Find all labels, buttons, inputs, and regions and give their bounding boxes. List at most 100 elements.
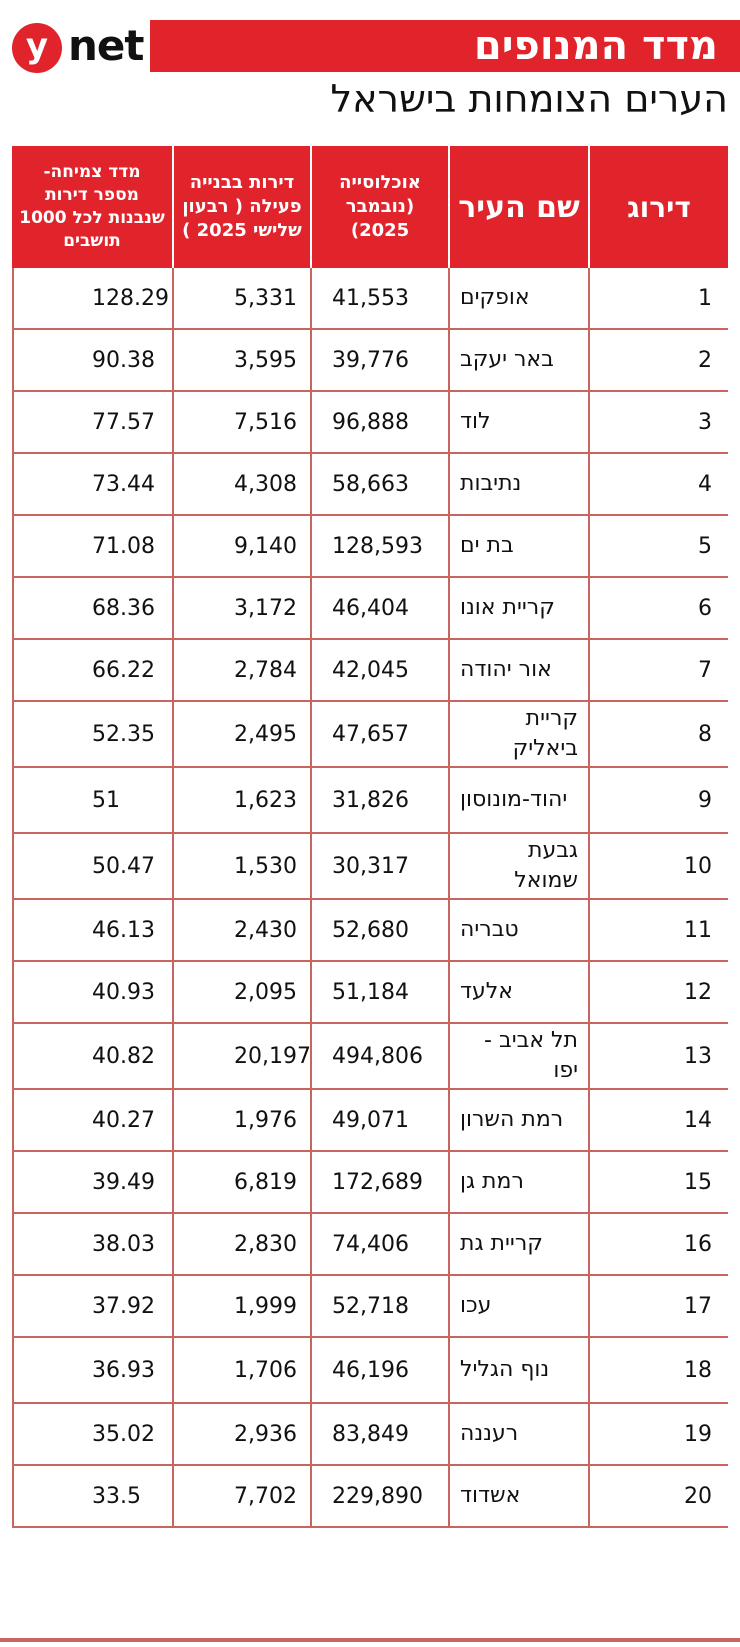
cell-rank: 16 xyxy=(588,1214,728,1274)
cell-city-name: תל אביב -יפו xyxy=(448,1024,588,1088)
cell-growth-index: 46.13 xyxy=(12,900,172,960)
cell-construction-text: 1,976 xyxy=(234,1107,297,1133)
cell-growth-index: 33.5 xyxy=(12,1466,172,1526)
table-row: 6 קריית אונו 46,404 3,172 68.36 xyxy=(12,578,728,640)
cell-construction: 2,830 xyxy=(172,1214,310,1274)
cell-city-name: נתיבות xyxy=(448,454,588,514)
cell-growth-index: 39.49 xyxy=(12,1152,172,1212)
table-row: 9 יהוד-מונוסון 31,826 1,623 51 xyxy=(12,768,728,834)
table-row: 10 גבעת שמואל 30,317 1,530 50.47 xyxy=(12,834,728,900)
cell-population-text: 96,888 xyxy=(332,409,409,435)
title-bar: מדד המנופים xyxy=(150,20,740,72)
cell-city-name-text: רמת השרון xyxy=(460,1107,564,1132)
cell-growth-index-text: 36.93 xyxy=(92,1357,155,1383)
cell-construction-text: 2,784 xyxy=(234,657,297,683)
cell-construction: 3,595 xyxy=(172,330,310,390)
table-row: 19 רעננה 83,849 2,936 35.02 xyxy=(12,1404,728,1466)
cell-growth-index-text: 50.47 xyxy=(92,853,155,879)
cell-city-name: יהוד-מונוסון xyxy=(448,768,588,832)
cell-rank: 14 xyxy=(588,1090,728,1150)
cell-rank-text: 6 xyxy=(698,595,712,621)
cell-rank-text: 12 xyxy=(684,979,712,1005)
cell-population-text: 494,806 xyxy=(332,1043,423,1069)
cell-population: 31,826 xyxy=(310,768,448,832)
cell-growth-index-text: 33.5 xyxy=(92,1483,141,1509)
cell-rank: 2 xyxy=(588,330,728,390)
cell-population: 128,593 xyxy=(310,516,448,576)
cell-rank: 15 xyxy=(588,1152,728,1212)
cell-population-text: 51,184 xyxy=(332,979,409,1005)
cell-rank-text: 8 xyxy=(698,721,712,747)
cell-construction: 1,976 xyxy=(172,1090,310,1150)
data-table: דירוג שם העיר אוכלוסייה (נובמבר 2025) די… xyxy=(12,146,728,1528)
cell-growth-index-text: 39.49 xyxy=(92,1169,155,1195)
cell-growth-index-text: 40.93 xyxy=(92,979,155,1005)
cell-population-text: 229,890 xyxy=(332,1483,423,1509)
cell-city-name-text: עכו xyxy=(460,1293,492,1318)
cell-population-text: 42,045 xyxy=(332,657,409,683)
cell-population: 39,776 xyxy=(310,330,448,390)
cell-growth-index-text: 40.27 xyxy=(92,1107,155,1133)
cell-population: 46,404 xyxy=(310,578,448,638)
cell-construction-text: 6,819 xyxy=(234,1169,297,1195)
cell-construction-text: 1,530 xyxy=(234,853,297,879)
cell-construction-text: 2,830 xyxy=(234,1231,297,1257)
cell-population: 49,071 xyxy=(310,1090,448,1150)
cell-population-text: 49,071 xyxy=(332,1107,409,1133)
cell-construction: 1,623 xyxy=(172,768,310,832)
cell-construction-text: 1,623 xyxy=(234,787,297,813)
cell-growth-index-text: 66.22 xyxy=(92,657,155,683)
cell-construction-text: 2,095 xyxy=(234,979,297,1005)
cell-rank: 19 xyxy=(588,1404,728,1464)
cell-construction-text: 1,706 xyxy=(234,1357,297,1383)
cell-population-text: 39,776 xyxy=(332,347,409,373)
cell-construction: 2,495 xyxy=(172,702,310,766)
cell-city-name-text: בת ים xyxy=(460,533,514,558)
cell-growth-index-text: 77.57 xyxy=(92,409,155,435)
column-header-city: שם העיר xyxy=(448,146,588,268)
cell-city-name: אופקים xyxy=(448,268,588,328)
cell-growth-index: 77.57 xyxy=(12,392,172,452)
cell-construction-text: 20,197 xyxy=(234,1043,311,1069)
cell-construction: 2,784 xyxy=(172,640,310,700)
cell-city-name: גבעת שמואל xyxy=(448,834,588,898)
cell-growth-index-text: 40.82 xyxy=(92,1043,155,1069)
cell-construction-text: 7,516 xyxy=(234,409,297,435)
cell-city-name-text: קריית אונו xyxy=(460,595,555,620)
cell-rank-text: 3 xyxy=(698,409,712,435)
cell-population: 52,680 xyxy=(310,900,448,960)
cell-growth-index: 71.08 xyxy=(12,516,172,576)
cell-rank-text: 10 xyxy=(684,853,712,879)
cell-rank: 13 xyxy=(588,1024,728,1088)
cell-growth-index-text: 90.38 xyxy=(92,347,155,373)
cell-growth-index: 40.82 xyxy=(12,1024,172,1088)
cell-rank: 7 xyxy=(588,640,728,700)
cell-population-text: 31,826 xyxy=(332,787,409,813)
cell-rank: 18 xyxy=(588,1338,728,1402)
table-row: 12 אלעד 51,184 2,095 40.93 xyxy=(12,962,728,1024)
bottom-rule xyxy=(0,1638,740,1642)
cell-growth-index: 66.22 xyxy=(12,640,172,700)
cell-construction-text: 9,140 xyxy=(234,533,297,559)
cell-growth-index-text: 128.29 xyxy=(92,285,169,311)
logo-word: net xyxy=(68,21,144,70)
cell-population: 229,890 xyxy=(310,1466,448,1526)
cell-rank-text: 5 xyxy=(698,533,712,559)
page-title: מדד המנופים xyxy=(473,23,718,69)
cell-city-name: רמת השרון xyxy=(448,1090,588,1150)
cell-city-name: לוד xyxy=(448,392,588,452)
column-header-growth-index: מדד צמיחה- מספר דירות שנבנות לכל 1000 תו… xyxy=(12,146,172,268)
cell-rank: 8 xyxy=(588,702,728,766)
cell-construction: 7,516 xyxy=(172,392,310,452)
cell-population: 58,663 xyxy=(310,454,448,514)
cell-city-name-text: קריית ביאליק xyxy=(512,706,578,761)
cell-rank: 17 xyxy=(588,1276,728,1336)
cell-growth-index: 73.44 xyxy=(12,454,172,514)
cell-rank-text: 4 xyxy=(698,471,712,497)
ynet-logo[interactable]: y net xyxy=(12,20,147,76)
cell-population: 74,406 xyxy=(310,1214,448,1274)
cell-population-text: 46,404 xyxy=(332,595,409,621)
cell-construction: 9,140 xyxy=(172,516,310,576)
cell-construction-text: 7,702 xyxy=(234,1483,297,1509)
table-row: 1 אופקים 41,553 5,331 128.29 xyxy=(12,268,728,330)
